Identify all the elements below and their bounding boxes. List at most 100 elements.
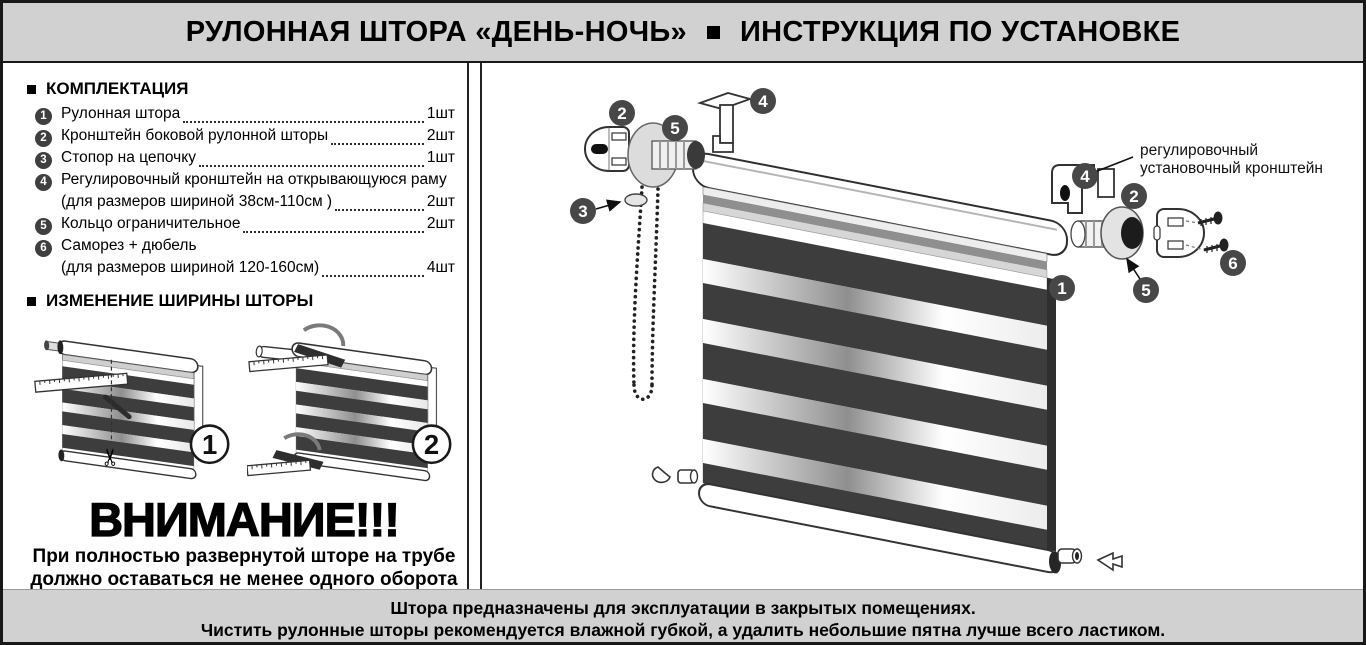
item-number-badge: 5 <box>35 217 52 235</box>
svg-text:2: 2 <box>1129 187 1138 206</box>
list-item-subline: (для размеров шириной 120-160см) 4шт <box>27 259 461 281</box>
list-item: 5 Кольцо ограничительное 2шт <box>27 215 461 237</box>
roller-blind-illustration <box>692 152 1068 574</box>
scissors-icon: ✂ <box>97 447 123 467</box>
item-label: Саморез + дюбель <box>61 237 197 254</box>
item-sublabel: (для размеров шириной 120-160см) <box>61 259 320 276</box>
svg-text:1: 1 <box>1057 279 1066 298</box>
item-label: Регулировочный кронштейн на открывающуюс… <box>61 171 447 188</box>
width-change-figures: ✂ 1 <box>27 317 461 487</box>
mounting-bracket-part <box>1051 164 1115 214</box>
list-item: 3 Стопор на цепочку 1шт <box>27 149 461 171</box>
marker-pen-icon <box>103 394 132 420</box>
footer-line-1: Штора предназначены для эксплуатации в з… <box>390 598 976 618</box>
callout-3-arrow <box>595 199 622 212</box>
ruler-icon <box>248 354 329 373</box>
item-qty: 4шт <box>426 259 455 276</box>
screw-icon <box>1185 211 1223 226</box>
dotted-leader <box>243 231 424 233</box>
item-number-badge: 2 <box>35 129 52 147</box>
assembly-diagram: регулировочный установочный кронштейн 2 … <box>570 88 1323 574</box>
svg-text:3: 3 <box>578 202 587 221</box>
figure-number-1: 1 <box>189 424 230 465</box>
svg-text:5: 5 <box>670 119 679 138</box>
warning-title: ВНИМАНИЕ!!! <box>88 493 400 546</box>
callout-3: 3 <box>570 198 596 224</box>
svg-text:5: 5 <box>1141 281 1150 300</box>
parts-list: 1 Рулонная штора 1шт 2 Кронштейн боковой… <box>27 105 461 281</box>
item-label: Кронштейн боковой рулонной шторы <box>61 127 329 144</box>
list-item-subline: (для размеров шириной 38см-110см ) 2шт <box>27 193 461 215</box>
page-title-instruction: ИНСТРУКЦИЯ ПО УСТАНОВКЕ <box>739 15 1181 48</box>
ceiling-bracket-part <box>697 92 753 153</box>
callout-5: 5 <box>1133 277 1159 303</box>
warning-line-1: При полностью развернутой шторе на трубе <box>32 546 456 567</box>
callout-4: 4 <box>750 88 776 114</box>
svg-text:4: 4 <box>1080 167 1090 186</box>
square-bullet-icon <box>27 296 36 306</box>
page-footer: Штора предназначены для эксплуатации в з… <box>3 589 1363 642</box>
list-item: 1 Рулонная штора 1шт <box>27 105 461 127</box>
item-qty: 2шт <box>426 193 455 210</box>
end-clip-part <box>651 466 699 484</box>
separator-square-icon <box>706 25 720 39</box>
section-title-komplekt: КОМПЛЕКТАЦИЯ <box>27 77 461 101</box>
hacksaw-icon <box>272 432 324 470</box>
section-title-width-change-label: ИЗМЕНЕНИЕ ШИРИНЫ ШТОРЫ <box>46 291 314 310</box>
svg-text:установочный кронштейн: установочный кронштейн <box>1140 160 1323 177</box>
chain-wheel-part <box>627 122 705 188</box>
svg-text:6: 6 <box>1228 254 1237 273</box>
svg-text:2: 2 <box>424 429 439 460</box>
ruler-icon <box>247 459 312 477</box>
item-qty: 1шт <box>426 149 455 166</box>
bracket-label: регулировочный установочный кронштейн <box>1080 142 1323 179</box>
dotted-leader <box>335 209 424 211</box>
dotted-leader <box>322 275 424 277</box>
svg-text:4: 4 <box>758 92 768 111</box>
footer-line-2: Чистить рулонные шторы рекомендуется вла… <box>200 620 1166 640</box>
item-qty: 2шт <box>426 215 455 232</box>
side-cap-part <box>1153 208 1205 258</box>
svg-text:регулировочный: регулировочный <box>1140 142 1258 159</box>
chain-icon <box>631 185 660 401</box>
section-title-width-change: ИЗМЕНЕНИЕ ШИРИНЫ ШТОРЫ <box>27 289 461 313</box>
page-header: РУЛОННАЯ ШТОРА «ДЕНЬ-НОЧЬ» ИНСТРУКЦИЯ ПО… <box>3 3 1363 63</box>
dotted-leader <box>198 165 424 167</box>
item-number-badge: 3 <box>35 151 52 169</box>
square-bullet-icon <box>27 84 36 94</box>
assembly-diagram-panel: регулировочный установочный кронштейн 2 … <box>480 63 1363 592</box>
callout-6: 6 <box>1220 250 1246 276</box>
ruler-icon <box>34 372 129 393</box>
dotted-leader <box>183 121 424 123</box>
end-cap-part <box>1057 548 1123 572</box>
figure-number-2: 2 <box>411 424 452 465</box>
callout-1: 1 <box>1049 275 1075 301</box>
list-item: 4 Регулировочный кронштейн на открывающу… <box>27 171 461 193</box>
page-title-product: РУЛОННАЯ ШТОРА «ДЕНЬ-НОЧЬ» <box>185 15 687 48</box>
dotted-leader <box>331 143 424 145</box>
callout-2: 2 <box>1121 183 1147 209</box>
item-qty: 1шт <box>426 105 455 122</box>
list-item: 6 Саморез + дюбель <box>27 237 461 259</box>
mini-blind-illustration <box>44 340 204 480</box>
section-title-komplekt-label: КОМПЛЕКТАЦИЯ <box>46 79 189 98</box>
svg-text:2: 2 <box>617 104 626 123</box>
width-change-figure-1: ✂ 1 <box>34 340 230 480</box>
svg-text:1: 1 <box>202 429 217 460</box>
list-item: 2 Кронштейн боковой рулонной шторы 2шт <box>27 127 461 149</box>
chain-stopper-part <box>624 193 648 207</box>
width-change-figure-2: 2 <box>247 323 452 482</box>
item-sublabel: (для размеров шириной 38см-110см ) <box>61 193 333 210</box>
fabric-stripes <box>703 222 1047 550</box>
callout-5-arrow <box>1126 257 1141 280</box>
screw-icon <box>1185 238 1229 253</box>
left-panel: КОМПЛЕКТАЦИЯ 1 Рулонная штора 1шт 2 Крон… <box>13 63 469 613</box>
shaft-adapter-part <box>1070 206 1144 260</box>
fabric-stripes <box>296 368 428 469</box>
item-label: Рулонная штора <box>61 105 181 122</box>
side-bracket-part <box>584 126 630 172</box>
callout-5: 5 <box>662 115 688 141</box>
item-label: Стопор на цепочку <box>61 149 196 166</box>
fabric-side-edge <box>1047 277 1056 552</box>
